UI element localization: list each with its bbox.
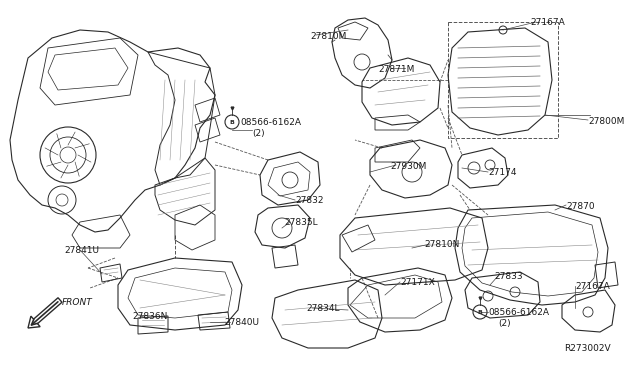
Text: 27841U: 27841U — [64, 246, 99, 255]
Text: 08566-6162A: 08566-6162A — [240, 118, 301, 127]
Text: 27800M: 27800M — [588, 117, 625, 126]
Text: 27870: 27870 — [566, 202, 595, 211]
Text: 27833: 27833 — [494, 272, 523, 281]
Text: 27836N: 27836N — [132, 312, 168, 321]
Text: 08566-6162A: 08566-6162A — [488, 308, 549, 317]
Text: 27834L: 27834L — [306, 304, 339, 313]
Text: 27810N: 27810N — [424, 240, 460, 249]
Text: (2): (2) — [252, 129, 264, 138]
Text: FRONT: FRONT — [62, 298, 93, 307]
Text: 27174: 27174 — [488, 168, 516, 177]
Text: 27810M: 27810M — [310, 32, 346, 41]
Text: 27835L: 27835L — [284, 218, 317, 227]
Text: 27167A: 27167A — [530, 18, 564, 27]
Text: 27930M: 27930M — [390, 162, 426, 171]
Text: (2): (2) — [498, 319, 511, 328]
Text: 27840U: 27840U — [224, 318, 259, 327]
Text: 27832: 27832 — [295, 196, 323, 205]
Text: R273002V: R273002V — [564, 344, 611, 353]
Text: 27167A: 27167A — [575, 282, 610, 291]
Text: 27171X: 27171X — [400, 278, 435, 287]
Text: 27871M: 27871M — [378, 65, 414, 74]
Text: B: B — [477, 310, 483, 314]
Text: B: B — [230, 119, 234, 125]
